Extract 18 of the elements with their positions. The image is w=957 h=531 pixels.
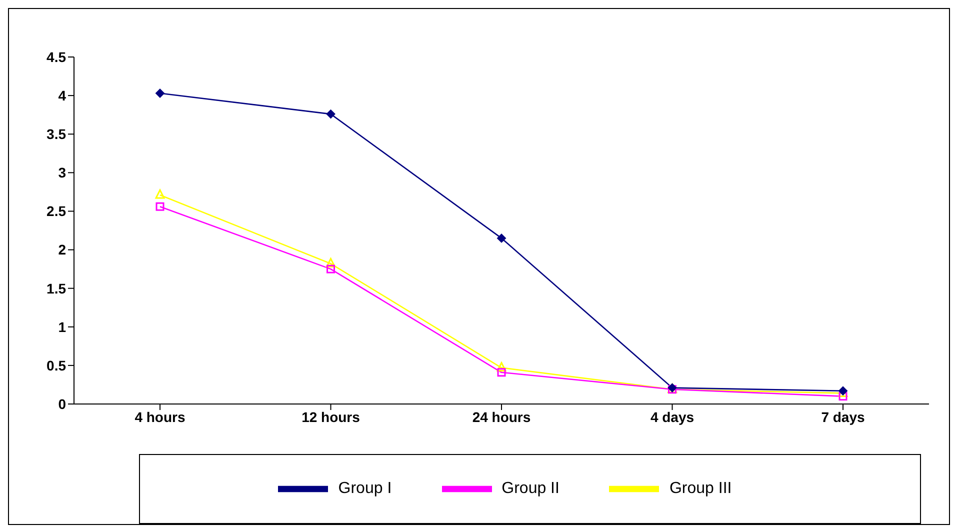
x-tick-label: 4 days <box>650 408 694 425</box>
y-tick-label: 4.5 <box>46 48 66 65</box>
y-tick-label: 4 <box>58 88 66 104</box>
x-tick-label: 12 hours <box>302 408 360 425</box>
x-tick-label: 24 hours <box>472 408 531 425</box>
y-tick-label: 3.5 <box>46 126 66 142</box>
x-tick-label: 7 days <box>821 408 866 425</box>
legend-label: Group I <box>338 480 392 498</box>
y-tick-label: 1 <box>58 318 66 335</box>
x-tick-label: 4 hours <box>134 408 186 425</box>
y-tick-label: 0.5 <box>46 357 66 374</box>
y-tick-label: 1.5 <box>46 280 66 296</box>
y-tick-label: 2 <box>58 242 66 258</box>
legend-label: Group II <box>502 480 560 498</box>
y-tick-label: 3 <box>58 164 66 181</box>
y-tick-label: 2.5 <box>46 203 66 220</box>
legend-label: Group III <box>669 480 732 498</box>
y-tick-label: 0 <box>58 396 66 412</box>
